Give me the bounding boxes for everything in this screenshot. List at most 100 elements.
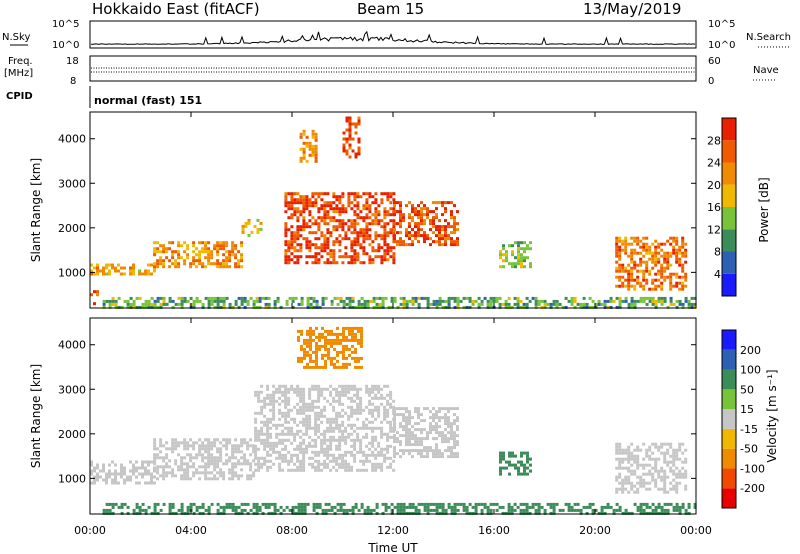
power-cell — [471, 302, 475, 306]
power-cell — [341, 207, 345, 211]
power-colorbar-tick: 8 — [714, 246, 721, 259]
velocity-cell — [272, 408, 276, 412]
power-cell — [93, 272, 96, 276]
power-cell — [618, 278, 622, 282]
power-cell — [411, 299, 415, 303]
velocity-cell — [447, 449, 450, 453]
velocity-cell — [333, 362, 336, 366]
power-cell — [648, 245, 652, 249]
velocity-cell — [657, 505, 661, 509]
power-cell — [222, 253, 226, 257]
velocity-cell — [326, 387, 330, 391]
power-cell — [309, 302, 313, 306]
power-cell — [153, 241, 157, 245]
power-cell — [320, 243, 324, 247]
velocity-cell — [303, 508, 307, 512]
power-cell — [153, 302, 157, 306]
velocity-cell — [350, 396, 354, 400]
velocity-cell — [657, 475, 661, 479]
velocity-cell — [216, 511, 220, 515]
velocity-cell — [383, 459, 387, 463]
velocity-cell — [408, 428, 411, 432]
velocity-cell — [342, 350, 345, 354]
power-cell — [198, 241, 202, 245]
power-cell — [243, 305, 247, 309]
velocity-cell — [311, 399, 315, 403]
power-cell — [432, 210, 435, 214]
velocity-cell — [290, 417, 294, 421]
power-cell — [350, 231, 354, 235]
velocity-cell — [468, 511, 472, 515]
power-cell — [159, 250, 163, 254]
power-cell — [429, 228, 432, 232]
power-cell — [180, 305, 184, 309]
velocity-cell — [327, 508, 331, 512]
velocity-cell — [520, 460, 523, 464]
velocity-cell — [348, 338, 351, 342]
velocity-cell — [374, 417, 378, 421]
power-cell — [386, 246, 390, 250]
power-cell — [447, 302, 451, 306]
velocity-cell — [429, 425, 432, 429]
power-cell — [317, 210, 321, 214]
power-cell — [389, 246, 393, 250]
power-cell — [296, 237, 300, 241]
power-cell — [317, 192, 321, 196]
velocity-cell — [198, 477, 202, 481]
velocity-cell — [308, 414, 312, 418]
power-cell — [332, 192, 336, 196]
power-cell — [514, 256, 517, 260]
velocity-cell — [254, 390, 258, 394]
velocity-cell — [582, 505, 586, 509]
velocity-cell — [284, 426, 288, 430]
velocity-cell — [257, 435, 261, 439]
velocity-cell — [347, 432, 351, 436]
velocity-cell — [314, 387, 318, 391]
power-cell — [350, 222, 354, 226]
velocity-cell — [681, 475, 685, 479]
velocity-cell — [396, 440, 399, 444]
velocity-colorbar-swatch — [722, 428, 736, 449]
power-cell — [284, 228, 288, 232]
power-cell — [114, 302, 118, 306]
velocity-cell — [609, 505, 613, 509]
velocity-cell — [417, 410, 420, 414]
velocity-cell — [318, 338, 321, 342]
power-cell — [228, 259, 232, 263]
power-cell — [374, 234, 378, 238]
velocity-cell — [120, 463, 123, 467]
velocity-cell — [648, 457, 652, 461]
velocity-cell — [336, 353, 339, 357]
velocity-cell — [311, 462, 315, 466]
velocity-cell — [353, 393, 357, 397]
power-cell — [669, 242, 673, 246]
velocity-cell — [284, 414, 288, 418]
power-cell — [210, 302, 214, 306]
power-cell — [417, 213, 420, 217]
velocity-cell — [420, 419, 423, 423]
power-cell — [447, 296, 451, 300]
velocity-cell — [357, 356, 360, 360]
power-cell — [441, 204, 444, 208]
velocity-cell — [237, 459, 241, 463]
power-cell — [411, 234, 414, 238]
velocity-cell — [654, 478, 658, 482]
power-cell — [126, 305, 130, 309]
power-cell — [492, 299, 496, 303]
power-cell — [386, 192, 390, 196]
power-cell — [252, 302, 256, 306]
velocity-cell — [435, 425, 438, 429]
power-cell — [414, 225, 417, 229]
velocity-cell — [621, 484, 625, 488]
power-cell — [507, 296, 511, 300]
power-cell — [414, 222, 417, 226]
velocity-cell — [651, 508, 655, 512]
power-cell — [453, 305, 457, 309]
velocity-cell — [414, 428, 417, 432]
power-cell — [287, 246, 291, 250]
power-cell — [555, 302, 559, 306]
power-cell — [213, 247, 217, 251]
power-cell — [314, 144, 318, 148]
power-cell — [380, 198, 384, 202]
velocity-cell — [429, 410, 432, 414]
